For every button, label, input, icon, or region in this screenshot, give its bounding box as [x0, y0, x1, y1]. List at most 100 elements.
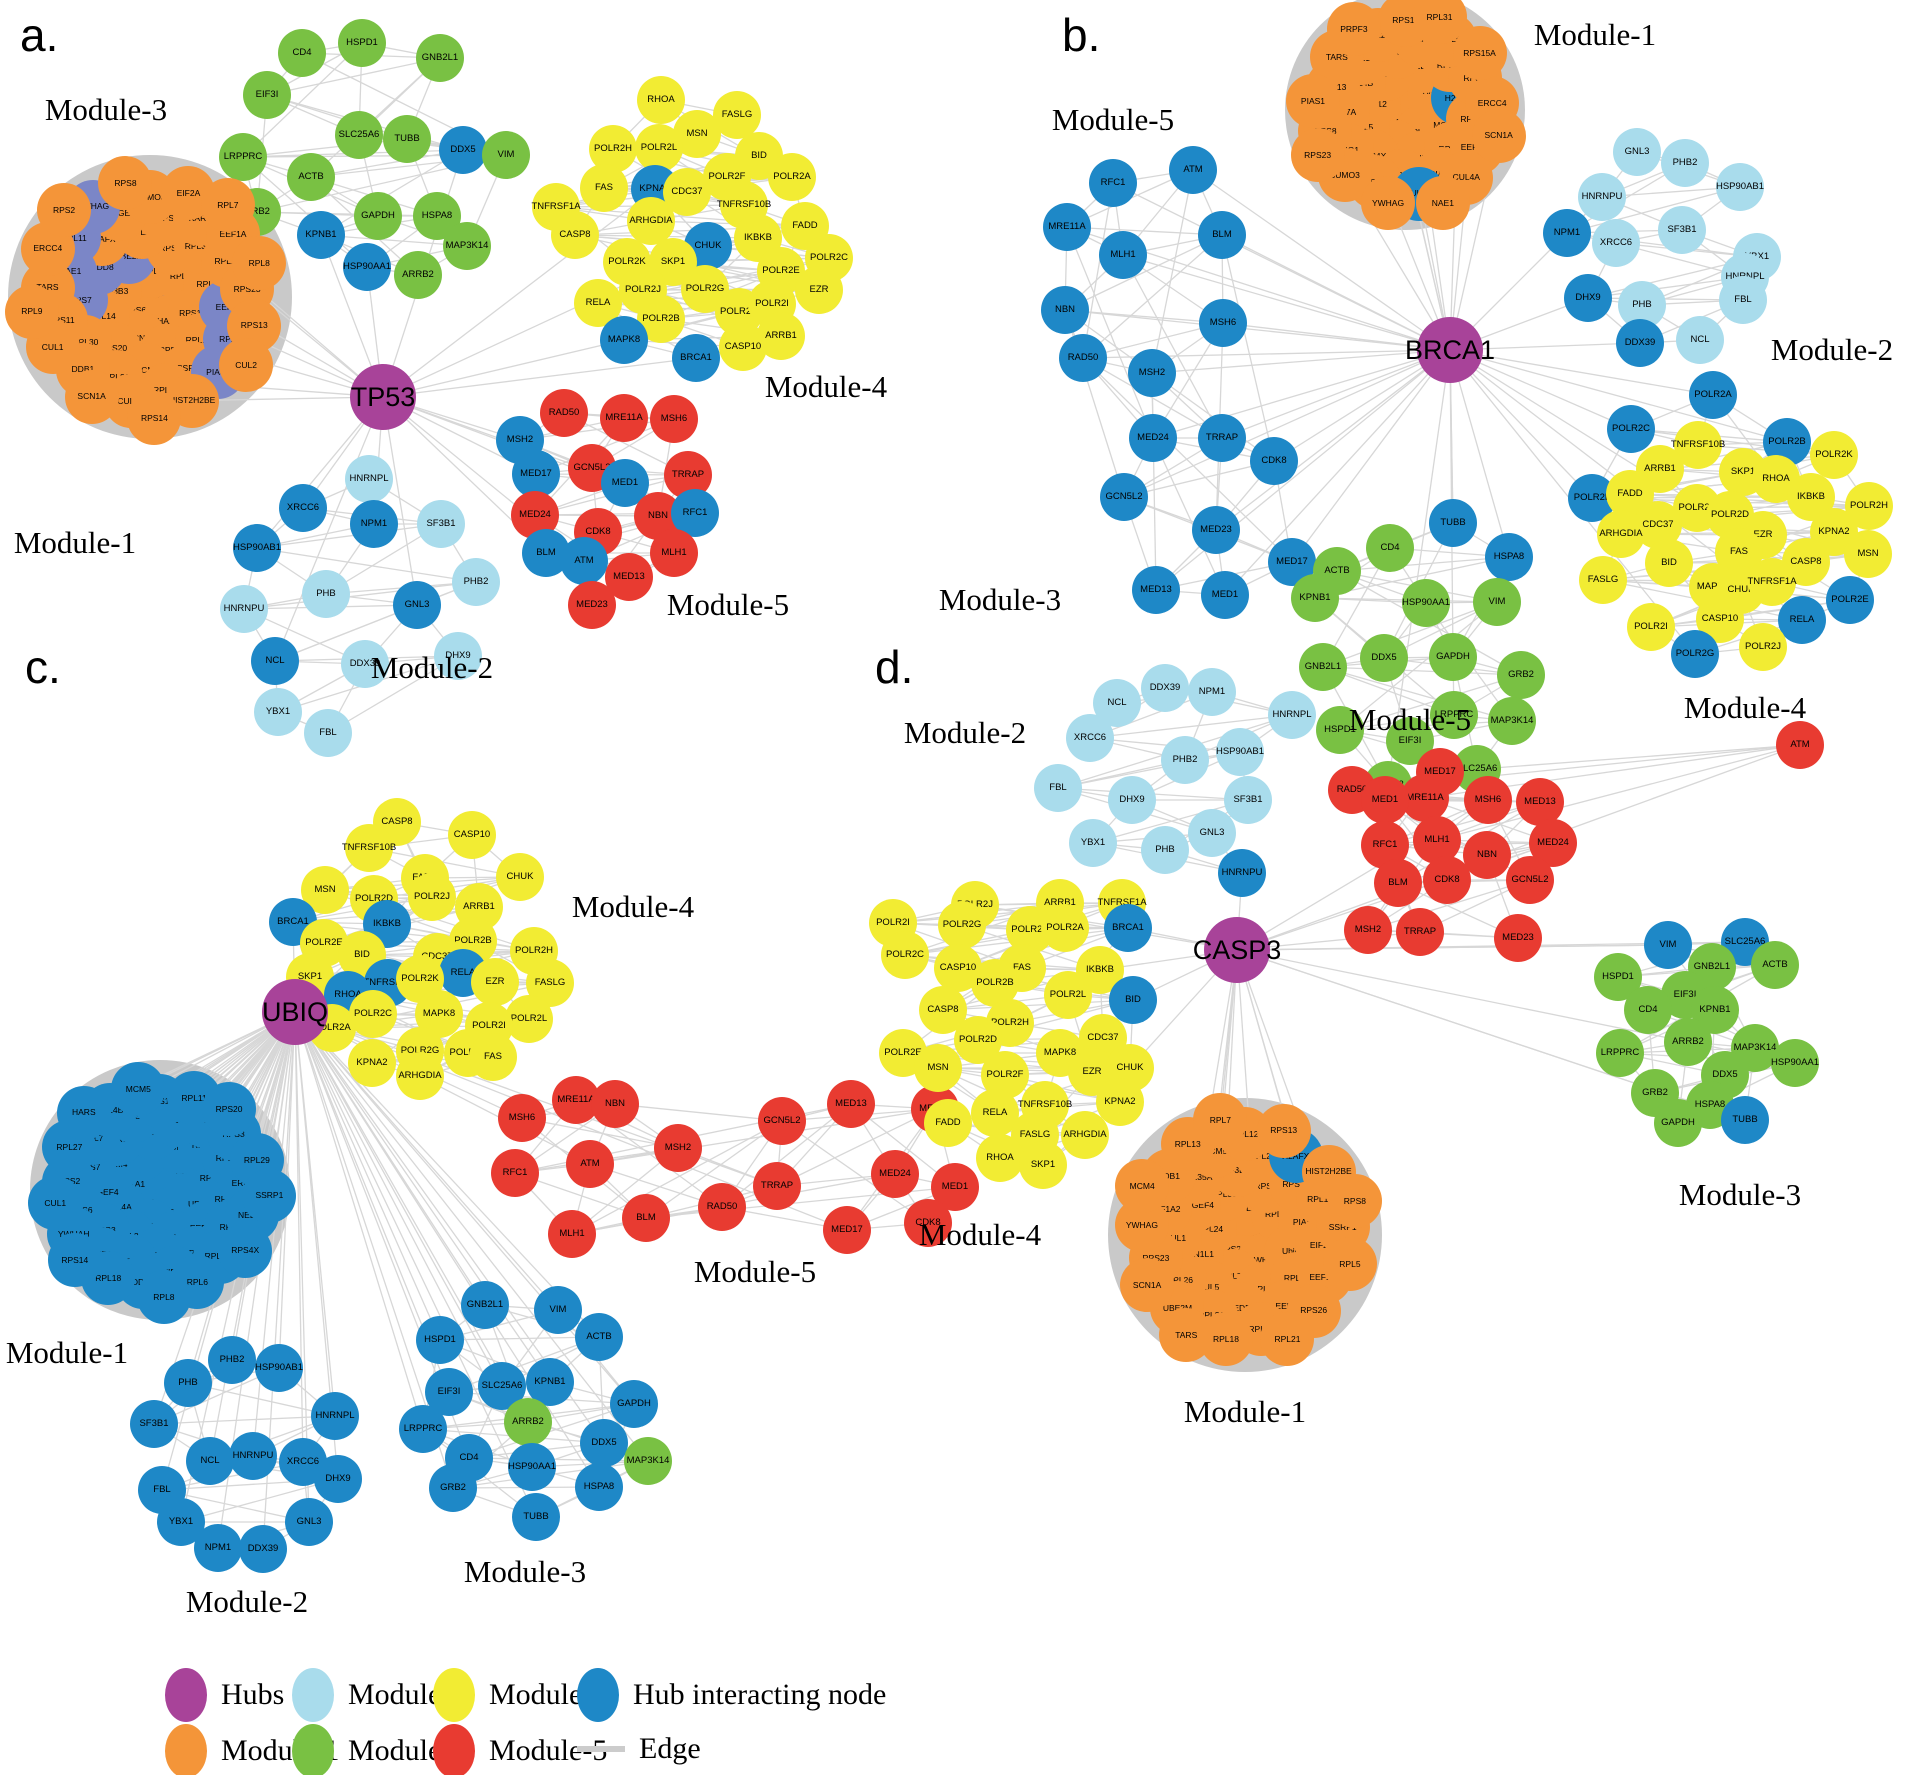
node-msh6: MSH6: [650, 395, 698, 443]
node-dhx9: DHX9: [434, 632, 482, 680]
node-atm: ATM: [1169, 146, 1217, 194]
edge: [243, 581, 477, 610]
edge: [1151, 169, 1194, 374]
node-arhgdia: ARHGDIA: [627, 197, 675, 245]
node-phb2: PHB2: [452, 558, 500, 606]
edge: [294, 1011, 441, 1341]
node-kpna2: KPNA2: [348, 1039, 396, 1087]
node-med17: MED17: [823, 1206, 871, 1254]
node-hnrnpu: HNRNPU: [1218, 849, 1266, 897]
panel-letter-b: b.: [1062, 9, 1101, 61]
node-gcn5l2: GCN5L2: [758, 1097, 806, 1145]
node-polr2c: POLR2C: [881, 931, 929, 979]
node-polr2l: POLR2L: [1044, 971, 1092, 1019]
node-cul2: CUL2: [219, 338, 274, 393]
edge: [1082, 182, 1114, 359]
module-label-module-5: Module-5: [693, 1254, 817, 1289]
node-sf3b1: SF3B1: [1658, 206, 1706, 254]
node-npm1: NPM1: [194, 1524, 242, 1572]
node-ddx39: DDX39: [1141, 664, 1189, 712]
node-polr2i: POLR2I: [1627, 603, 1675, 651]
edge: [368, 847, 521, 878]
legend-item-hub-interacting-node: Hub interacting node: [577, 1668, 886, 1722]
node-npm1: NPM1: [1543, 209, 1591, 257]
edge: [256, 547, 477, 583]
node-ezr: EZR: [471, 958, 519, 1006]
node-rela: RELA: [1778, 596, 1826, 644]
edge: [1384, 801, 1541, 846]
edge: [776, 1108, 936, 1187]
edge: [468, 1403, 635, 1459]
node-npm1: NPM1: [1188, 668, 1236, 716]
node-grb2: GRB2: [429, 1464, 477, 1512]
node-mlh1: MLH1: [650, 529, 698, 577]
node-ybx1: YBX1: [1069, 819, 1117, 867]
edge: [1322, 666, 1522, 676]
node-ezr: EZR: [795, 266, 843, 314]
node-ncl: NCL: [1676, 316, 1724, 364]
node-vim: VIM: [534, 1286, 582, 1334]
node-ddx5: DDX5: [1360, 634, 1408, 682]
edge: [721, 1103, 852, 1208]
node-hsp90ab1: HSP90AB1: [1716, 163, 1764, 211]
node-rpl7: RPL7: [1193, 1093, 1248, 1148]
node-gapdh: GAPDH: [1429, 633, 1477, 681]
node-hsp90aa1: HSP90AA1: [1402, 579, 1450, 627]
node-casp10: CASP10: [934, 944, 982, 992]
node-polr2a: POLR2A: [1041, 904, 1089, 952]
edge: [937, 1067, 1121, 1103]
node-mapk8: MAPK8: [600, 316, 648, 364]
node-rpl9: RPL9: [4, 284, 59, 339]
edge: [310, 149, 464, 178]
node-chuk: CHUK: [496, 853, 544, 901]
node-rps4x: RPS4X: [218, 1223, 273, 1278]
node-med1: MED1: [1361, 776, 1409, 824]
node-actb: ACTB: [287, 153, 335, 201]
node-med24: MED24: [1129, 414, 1177, 462]
node-mlh1: MLH1: [548, 1210, 596, 1258]
edge: [1236, 744, 1801, 951]
node-msh2: MSH2: [654, 1124, 702, 1172]
node-dhx9: DHX9: [1564, 274, 1612, 322]
node-hspa8: HSPA8: [1485, 533, 1533, 581]
module-label-module-3: Module-3: [44, 92, 168, 127]
edge: [1092, 799, 1249, 844]
node-lrpprc: LRPPRC: [399, 1405, 447, 1453]
edge: [274, 604, 418, 662]
edge: [1064, 309, 1451, 351]
node-sf3b1: SF3B1: [417, 500, 465, 548]
node-gcn5l2: GCN5L2: [1506, 856, 1554, 904]
node-actb: ACTB: [575, 1313, 623, 1361]
edge: [294, 1011, 600, 1488]
node-med23: MED23: [1494, 914, 1542, 962]
node-msh2: MSH2: [1344, 906, 1392, 954]
module-label-module-2: Module-2: [185, 1584, 309, 1619]
edge-sample: [577, 1746, 625, 1752]
node-phb: PHB: [302, 570, 350, 618]
node-rhoa: RHOA: [976, 1134, 1024, 1182]
node-prpf3: PRPF3: [1326, 1, 1381, 56]
node-polr2g: POLR2G: [1671, 630, 1719, 678]
node-med13: MED13: [1516, 778, 1564, 826]
node-ssrp1: SSRP1: [242, 1168, 297, 1223]
legend-item-module-5: Module-5: [433, 1724, 607, 1775]
edge: [1057, 751, 1241, 789]
node-rps14: RPS14: [127, 391, 182, 446]
node-med24: MED24: [871, 1150, 919, 1198]
module-label-module-4: Module-4: [918, 1217, 1042, 1252]
node-phb: PHB: [164, 1359, 212, 1407]
node-casp10: CASP10: [448, 811, 496, 859]
node-kpnb1: KPNB1: [1291, 574, 1339, 622]
node-lrpprc: LRPPRC: [1596, 1029, 1644, 1077]
edge: [1123, 460, 1275, 498]
module-label-module-4: Module-4: [571, 889, 695, 924]
node-ddx39: DDX39: [341, 640, 389, 688]
node-hsp90ab1: HSP90AB1: [255, 1344, 303, 1392]
edge: [1221, 234, 1275, 462]
legend-color-dot: [433, 1724, 475, 1775]
module-label-module-1: Module-1: [1533, 17, 1657, 52]
node-med23: MED23: [1192, 506, 1240, 554]
edge: [294, 1011, 503, 1387]
node-rps20: RPS20: [202, 1081, 257, 1136]
edge: [1449, 349, 1593, 499]
